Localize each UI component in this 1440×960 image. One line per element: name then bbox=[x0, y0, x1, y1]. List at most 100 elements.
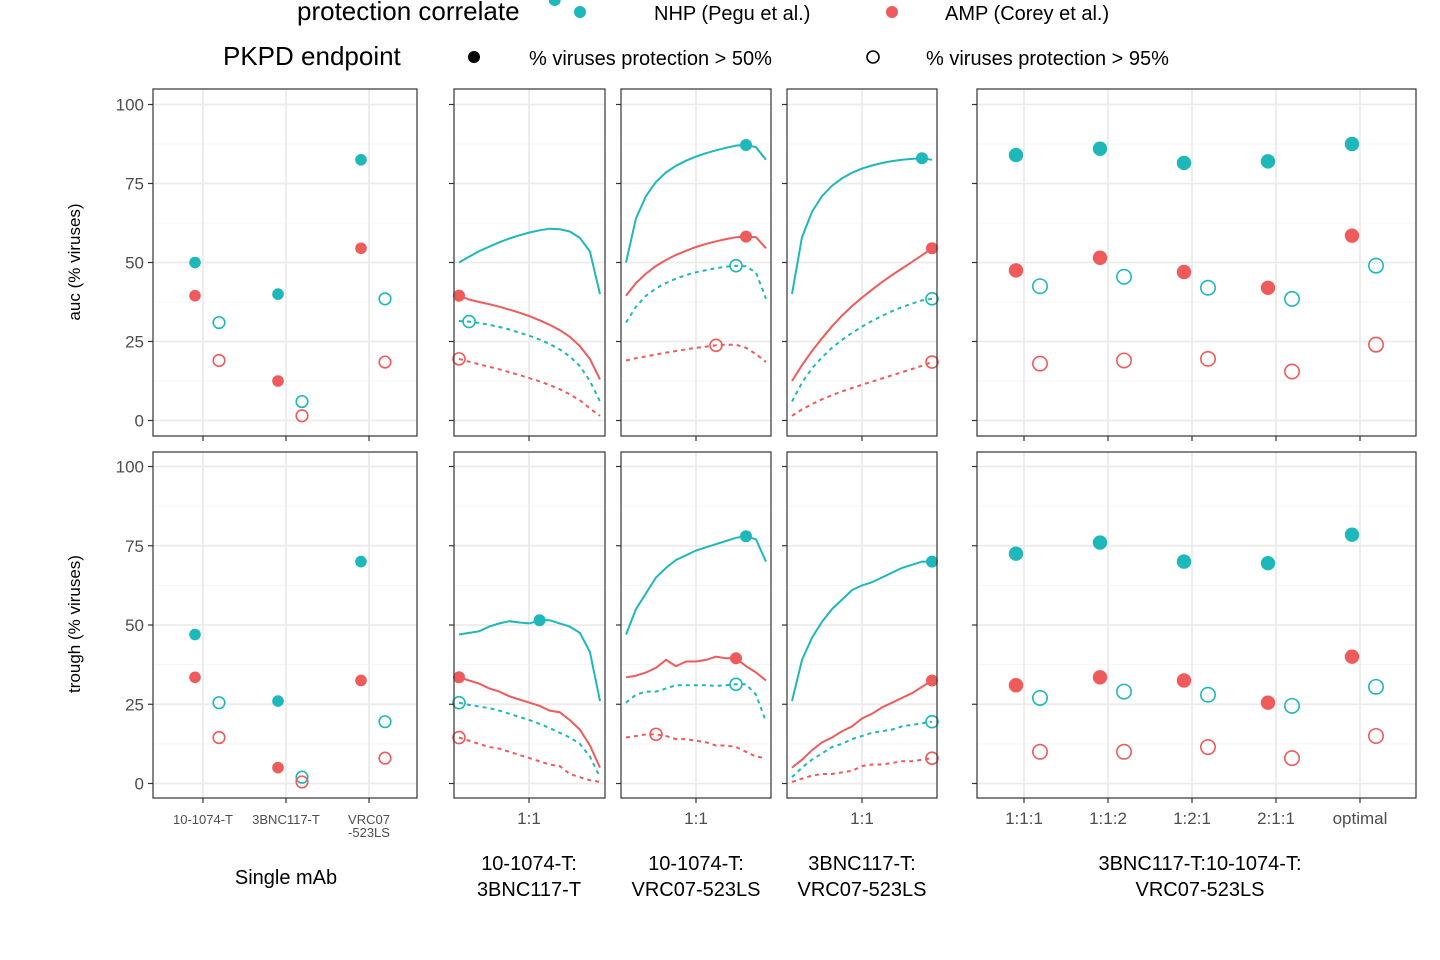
point-amp_95 bbox=[295, 775, 309, 789]
point-nhp_50 bbox=[189, 256, 201, 269]
point-amp_50 bbox=[355, 674, 367, 687]
line-amp_95 bbox=[791, 757, 933, 783]
point-nhp_95 bbox=[1368, 678, 1385, 695]
panel-auc-0: 100 75 50 25 0 bbox=[116, 88, 418, 441]
x-tick-label: 1:1 bbox=[850, 809, 874, 828]
point-amp_50 bbox=[272, 761, 284, 774]
legend-amp-label: AMP (Corey et al.) bbox=[945, 3, 1109, 25]
point-amp_95 bbox=[1032, 743, 1049, 760]
optimal-point-amp_50 bbox=[730, 652, 742, 665]
point-nhp_50 bbox=[1008, 546, 1024, 561]
panel-trough-1 bbox=[449, 451, 606, 803]
point-nhp_50 bbox=[1092, 141, 1108, 156]
point-amp_50 bbox=[1092, 250, 1108, 265]
facet-title: VRC07-523LS bbox=[1136, 879, 1265, 901]
point-amp_95 bbox=[1200, 350, 1217, 367]
x-tick-label: -523LS bbox=[348, 825, 390, 840]
y-tick-label: 50 bbox=[125, 254, 144, 273]
point-amp_95 bbox=[212, 353, 226, 368]
panel-trough-4 bbox=[972, 451, 1417, 803]
optimal-point-amp_95 bbox=[649, 727, 663, 742]
y-tick-label: 25 bbox=[125, 333, 144, 352]
point-nhp_95 bbox=[212, 696, 226, 710]
y-tick-label: 75 bbox=[125, 537, 144, 556]
point-nhp_95 bbox=[1284, 697, 1301, 714]
legend-nhp-key-icon bbox=[574, 6, 586, 18]
point-amp_95 bbox=[1116, 352, 1133, 369]
optimal-point-nhp_95 bbox=[462, 314, 476, 329]
optimal-point-nhp_95 bbox=[729, 258, 743, 273]
x-tick-label: 1:2:1 bbox=[1173, 809, 1211, 828]
point-nhp_95 bbox=[295, 394, 309, 409]
optimal-point-nhp_95 bbox=[925, 292, 939, 306]
y-tick-label: 50 bbox=[125, 616, 144, 635]
point-nhp_50 bbox=[1008, 147, 1024, 163]
point-amp_50 bbox=[1008, 678, 1024, 693]
optimal-point-amp_95 bbox=[452, 730, 466, 745]
point-nhp_50 bbox=[1176, 155, 1192, 171]
point-amp_50 bbox=[1344, 228, 1360, 243]
point-nhp_95 bbox=[295, 770, 309, 784]
line-amp_50 bbox=[458, 294, 601, 380]
optimal-point-amp_95 bbox=[452, 352, 466, 366]
optimal-point-amp_50 bbox=[453, 289, 465, 302]
point-amp_95 bbox=[1200, 739, 1217, 756]
line-amp_95 bbox=[458, 736, 601, 783]
x-tick-label: optimal bbox=[1333, 809, 1388, 828]
point-nhp_50 bbox=[189, 628, 201, 641]
x-tick-label: 10-1074-T bbox=[173, 812, 233, 827]
line-amp_50 bbox=[625, 655, 767, 682]
line-nhp_50 bbox=[458, 227, 601, 295]
y-axis-label-auc: auc (% viruses) bbox=[65, 203, 84, 320]
point-nhp_95 bbox=[1200, 686, 1217, 703]
optimal-point-amp_95 bbox=[925, 355, 939, 369]
optimal-point-nhp_95 bbox=[925, 714, 939, 729]
legend-color-title: protection correlate bbox=[297, 0, 520, 26]
optimal-point-nhp_95 bbox=[452, 695, 466, 710]
facet-title: VRC07-523LS bbox=[798, 879, 927, 901]
x-tick-label: 2:1:1 bbox=[1257, 809, 1295, 828]
facet-title: 3BNC117-T:10-1074-T: bbox=[1098, 853, 1301, 875]
point-amp_50 bbox=[272, 375, 284, 387]
facet-title: 3BNC117-T bbox=[477, 879, 581, 901]
y-tick-label: 100 bbox=[116, 96, 144, 115]
point-amp_50 bbox=[1260, 695, 1276, 710]
point-nhp_95 bbox=[1032, 689, 1049, 706]
point-nhp_95 bbox=[212, 315, 226, 330]
row-labels: auc (% viruses) trough (% viruses) bbox=[65, 203, 84, 693]
line-amp_95 bbox=[458, 357, 601, 417]
y-tick-label: 0 bbox=[135, 775, 144, 794]
point-nhp_50 bbox=[355, 555, 367, 568]
optimal-point-amp_95 bbox=[709, 338, 723, 353]
x-tick-label: 1:1:2 bbox=[1089, 809, 1127, 828]
x-tick-labels: 10-1074-T 3BNC117-T VRC07-523LS 1:1 1:1 1:1 1:… bbox=[173, 809, 1387, 840]
optimal-point-nhp_50 bbox=[916, 152, 928, 165]
optimal-point-nhp_50 bbox=[926, 555, 938, 568]
optimal-point-amp_50 bbox=[453, 671, 465, 684]
point-amp_95 bbox=[1368, 727, 1385, 744]
optimal-point-nhp_50 bbox=[740, 138, 752, 151]
point-nhp_95 bbox=[1200, 279, 1217, 296]
point-amp_95 bbox=[1116, 743, 1133, 760]
optimal-point-nhp_50 bbox=[548, 0, 561, 6]
x-tick-label: 1:1 bbox=[684, 809, 708, 828]
panel-trough-0: 100 75 50 25 0 bbox=[116, 451, 418, 803]
legend-amp-key-icon bbox=[886, 6, 898, 18]
legend-open-circle-icon bbox=[866, 50, 880, 64]
line-nhp_95 bbox=[791, 297, 933, 402]
facet-title: 10-1074-T: bbox=[481, 853, 577, 875]
point-nhp_50 bbox=[1260, 555, 1276, 571]
line-nhp_50 bbox=[458, 619, 601, 702]
y-axis-label-trough: trough (% viruses) bbox=[65, 555, 84, 693]
facet-title: VRC07-523LS bbox=[632, 879, 761, 901]
legend-50-label: % viruses protection > 50% bbox=[529, 48, 772, 70]
facet-titles: Single mAb 10-1074-T: 3BNC117-T 10-1074-T: V… bbox=[235, 853, 1302, 901]
point-amp_95 bbox=[295, 409, 309, 423]
legend-95-label: % viruses protection > 95% bbox=[926, 48, 1169, 70]
optimal-point-nhp_50 bbox=[740, 530, 752, 543]
facet-title: Single mAb bbox=[235, 867, 337, 889]
line-amp_95 bbox=[791, 361, 933, 417]
point-nhp_95 bbox=[1368, 257, 1385, 274]
point-amp_50 bbox=[1176, 264, 1192, 280]
point-amp_50 bbox=[1344, 649, 1360, 664]
